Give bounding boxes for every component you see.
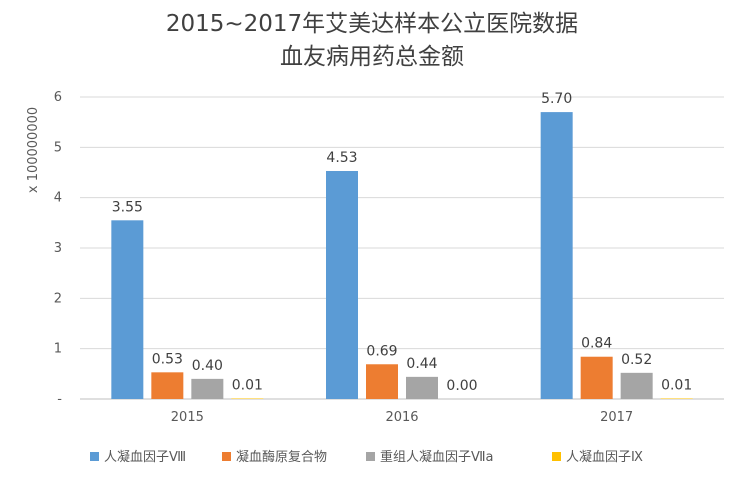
bar (660, 398, 693, 399)
gridlines (80, 96, 724, 400)
legend-swatch (552, 452, 561, 461)
chart-subtitle: 血友病用药总金额 (280, 44, 464, 70)
y-tick-label: 1 (54, 342, 62, 357)
bar (191, 378, 224, 399)
bar (231, 398, 264, 399)
data-label: 3.55 (112, 199, 143, 215)
legend-swatch (222, 452, 231, 461)
data-label: 0.69 (366, 343, 397, 359)
y-tick-label: 2 (54, 291, 62, 306)
bar (540, 112, 573, 399)
y-tick-label: 4 (54, 191, 62, 206)
data-labels: 3.55 0.53 0.40 0.01 4.53 0.69 0.44 0.00 5.70 0.84… (112, 91, 693, 394)
data-label: 4.53 (326, 150, 357, 166)
x-tick-label: 2015 (171, 410, 204, 425)
bar (151, 372, 184, 399)
data-label: 0.84 (581, 336, 612, 352)
x-tick-label: 2017 (600, 410, 633, 425)
legend: 人凝血因子Ⅷ 凝血酶原复合物 重组人凝血因子Ⅶa 人凝血因子Ⅸ (90, 449, 643, 465)
bar (111, 220, 144, 399)
legend-swatch (366, 452, 375, 461)
chart-title: 2015~2017年艾美达样本公立医院数据 (166, 11, 578, 37)
legend-swatch (90, 452, 99, 461)
y-tick-label: 3 (54, 241, 62, 256)
legend-label: 人凝血因子Ⅷ (104, 449, 186, 465)
bar (326, 170, 358, 399)
data-label: 5.70 (541, 91, 572, 107)
y-axis-label: x 100000000 (26, 107, 41, 193)
bar (406, 376, 438, 399)
data-label: 0.53 (152, 351, 183, 367)
data-label: 0.44 (406, 356, 437, 372)
y-tick-label: 6 (54, 90, 62, 105)
legend-label: 重组人凝血因子Ⅶa (380, 449, 494, 465)
bar (366, 364, 398, 399)
data-label: 0.01 (232, 377, 263, 393)
data-label: 0.00 (446, 378, 477, 394)
data-label: 0.40 (192, 358, 223, 374)
data-label: 0.01 (661, 377, 692, 393)
x-axis-ticks: 2015 2016 2017 (171, 410, 633, 425)
bar (620, 372, 653, 399)
x-tick-label: 2016 (385, 410, 418, 425)
bars (111, 112, 693, 399)
y-axis-ticks: - 1 2 3 4 5 6 (54, 90, 63, 407)
legend-label: 人凝血因子Ⅸ (566, 449, 643, 465)
y-tick-label: - (57, 392, 62, 407)
legend-label: 凝血酶原复合物 (236, 449, 327, 465)
data-label: 0.52 (621, 352, 652, 368)
y-tick-label: 5 (54, 140, 62, 155)
bar (580, 356, 613, 399)
